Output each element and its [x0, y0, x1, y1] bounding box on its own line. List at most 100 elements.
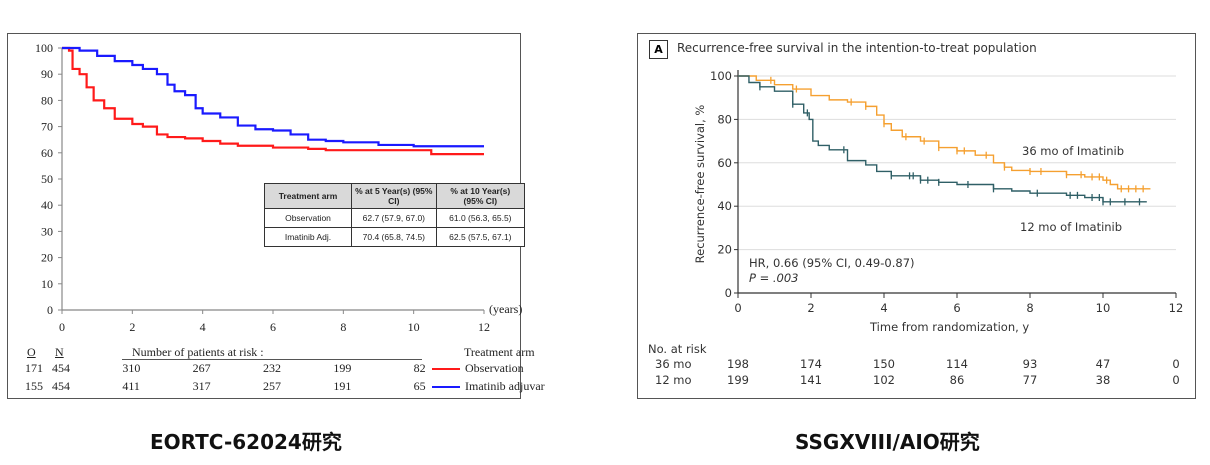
risk-count: 198 — [727, 357, 749, 371]
risk-count: 232 — [263, 361, 281, 375]
x-tick-label: 10 — [408, 320, 420, 334]
risk-count: 150 — [873, 357, 895, 371]
table-row: Imatinib Adj. 70.4 (65.8, 74.5) 62.5 (57.5… — [264, 227, 526, 247]
risk-count: 411 — [122, 379, 140, 393]
risk-count: 38 — [1095, 373, 1111, 387]
y-tick-label: 100 — [35, 41, 53, 55]
y-tick-label: 40 — [41, 198, 53, 212]
risk-count: 114 — [946, 357, 968, 371]
x-axis-unit-label: (years) — [489, 302, 523, 316]
x-tick-label: 6 — [270, 320, 276, 334]
risk-table-title: No. at risk — [648, 342, 707, 356]
risk-count: 86 — [949, 373, 965, 387]
table-cell: 61.0 (56.3, 65.5) — [435, 208, 526, 228]
survival-curve-36mo — [738, 75, 1151, 190]
table-row: Observation 62.7 (57.9, 67.0) 61.0 (56.3, … — [264, 208, 526, 228]
y-tick-label: 80 — [717, 112, 732, 126]
y-tick-label: 0 — [725, 286, 732, 300]
y-tick-label: 10 — [41, 277, 53, 291]
caption-ssg: SSGXVIII/AIO研究 — [795, 430, 980, 454]
y-tick-label: 20 — [717, 243, 732, 257]
survival-curve-imatinib — [62, 46, 484, 148]
x-tick-label: 0 — [59, 320, 65, 334]
risk-count: 93 — [1022, 357, 1038, 371]
legend-swatch-observation — [432, 368, 460, 370]
x-axis-label: Time from randomization, y — [870, 320, 1030, 334]
risk-count: 199 — [333, 361, 352, 375]
x-tick-label: 0 — [734, 301, 741, 315]
legend-swatch-imatinib — [432, 386, 460, 388]
table-header: % at 5 Year(s) (95% CI) — [351, 183, 437, 209]
p-value-annotation: P = .003 — [749, 271, 799, 285]
hr-annotation: HR, 0.66 (95% CI, 0.49-0.87) — [749, 256, 915, 270]
risk-count: 141 — [800, 373, 822, 387]
y-tick-label: 60 — [717, 156, 732, 170]
x-tick-label: 4 — [200, 320, 206, 334]
risk-title-rule — [122, 359, 422, 360]
risk-count: 82 — [413, 361, 426, 375]
risk-count: 47 — [1095, 357, 1111, 371]
ssg-chart-panel — [637, 33, 1196, 399]
risk-col-o: O — [27, 345, 36, 359]
y-tick-label: 60 — [41, 146, 53, 160]
risk-n-value: 454 — [52, 361, 70, 375]
panel-label: A — [649, 40, 668, 59]
x-tick-label: 12 — [1169, 301, 1184, 315]
y-axis-label: Recurrence-free survival, % — [693, 104, 707, 264]
y-tick-label: 20 — [41, 251, 53, 265]
table-cell: 62.5 (57.5, 67.1) — [435, 227, 526, 247]
table-header: % at 10 Year(s) (95% CI) — [435, 183, 526, 209]
risk-count: 191 — [333, 379, 352, 393]
survival-curve-observation — [62, 46, 484, 156]
series-label-36mo: 36 mo of Imatinib — [1022, 144, 1125, 158]
legend-title: Treatment arm — [464, 345, 535, 359]
risk-table-title: Number of patients at risk : — [132, 345, 264, 359]
x-tick-label: 8 — [1026, 301, 1033, 315]
x-tick-label: 12 — [478, 320, 490, 334]
x-tick-label: 8 — [340, 320, 346, 334]
legend-label-observation: Observation — [465, 361, 524, 375]
x-tick-label: 10 — [1096, 301, 1111, 315]
x-tick-label: 4 — [880, 301, 887, 315]
risk-count: 0 — [1172, 357, 1180, 371]
risk-count: 257 — [263, 379, 281, 393]
risk-count: 267 — [192, 361, 211, 375]
survival-curve-12mo — [738, 75, 1147, 203]
risk-row-label: 36 mo — [655, 357, 692, 371]
risk-count: 310 — [122, 361, 141, 375]
chart-title: Recurrence-free survival in the intentio… — [677, 41, 1037, 55]
legend-label-imatinib: Imatinib adjuvar — [465, 379, 545, 393]
table-cell: Observation — [264, 208, 352, 228]
y-tick-label: 70 — [41, 120, 53, 134]
risk-count: 174 — [800, 357, 822, 371]
risk-count: 199 — [727, 373, 749, 387]
y-tick-label: 30 — [41, 224, 53, 238]
caption-eortc: EORTC-62024研究 — [150, 430, 342, 454]
risk-o-value: 171 — [25, 361, 43, 375]
y-tick-label: 0 — [47, 303, 53, 317]
x-tick-label: 2 — [807, 301, 814, 315]
x-tick-label: 6 — [953, 301, 960, 315]
risk-count: 317 — [192, 379, 211, 393]
risk-count: 77 — [1022, 373, 1038, 387]
risk-o-value: 155 — [25, 379, 43, 393]
y-tick-label: 50 — [41, 172, 53, 186]
table-cell: Imatinib Adj. — [264, 227, 352, 247]
risk-count: 102 — [873, 373, 895, 387]
y-tick-label: 80 — [41, 93, 53, 107]
risk-col-n: N — [55, 345, 64, 359]
y-tick-label: 40 — [717, 199, 732, 213]
x-tick-label: 2 — [129, 320, 135, 334]
series-label-12mo: 12 mo of Imatinib — [1020, 220, 1123, 234]
risk-count: 0 — [1172, 373, 1180, 387]
table-cell: 70.4 (65.8, 74.5) — [351, 227, 437, 247]
y-tick-label: 100 — [710, 69, 732, 83]
risk-row-label: 12 mo — [655, 373, 692, 387]
survival-summary-table: Treatment arm % at 5 Year(s) (95% CI) % … — [264, 183, 526, 247]
table-cell: 62.7 (57.9, 67.0) — [351, 208, 437, 228]
y-tick-label: 90 — [41, 67, 53, 81]
risk-n-value: 454 — [52, 379, 70, 393]
table-header: Treatment arm — [264, 183, 352, 209]
risk-count: 65 — [413, 379, 426, 393]
